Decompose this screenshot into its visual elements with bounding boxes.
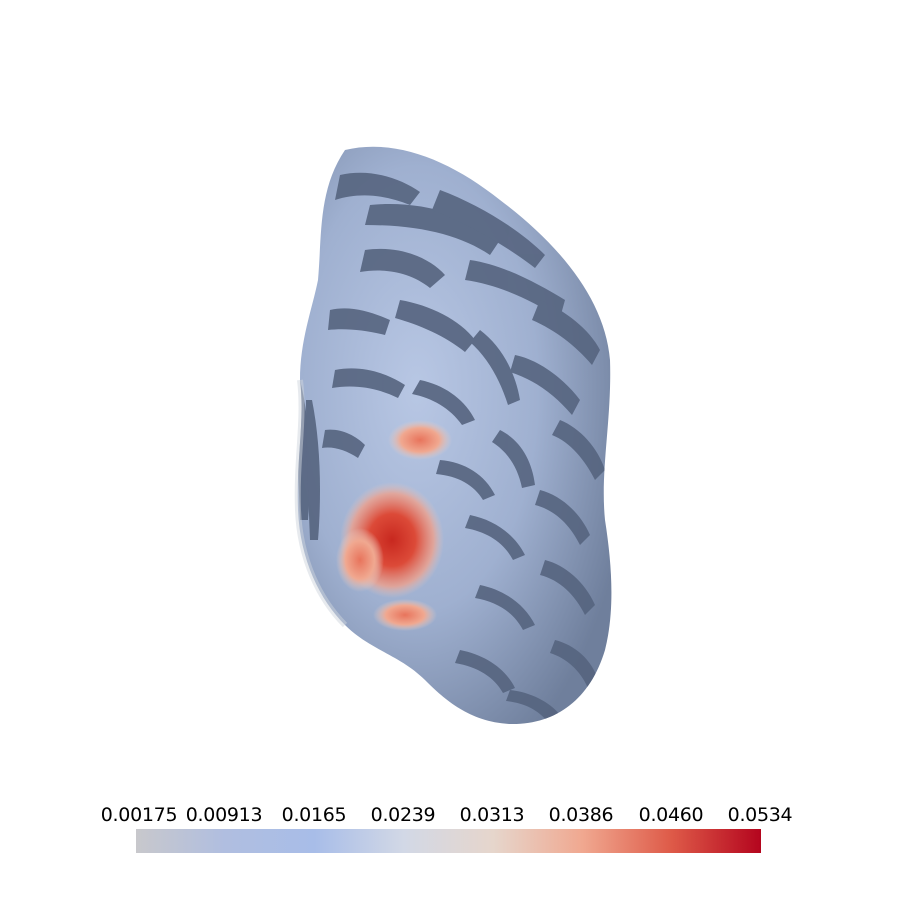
colorbar-tick-label: 0.00175 (100, 804, 178, 826)
colorbar-tick-label: 0.0239 (370, 804, 436, 826)
sulci-pattern (297, 172, 605, 722)
colorbar-tick-label: 0.00913 (185, 804, 263, 826)
colorbar-tick-label: 0.0165 (281, 804, 347, 826)
inflated-brain-surface-view (294, 146, 612, 725)
colorbar: 0.00175 0.00913 0.0165 0.0239 0.0313 0.0… (0, 780, 900, 900)
colorbar-gradient (136, 829, 761, 853)
activation-overlay (336, 420, 452, 631)
colorbar-tick-label: 0.0460 (638, 804, 704, 826)
colorbar-tick-label: 0.0534 (727, 804, 793, 826)
colorbar-tick-label: 0.0386 (548, 804, 614, 826)
colorbar-tick-label: 0.0313 (459, 804, 525, 826)
